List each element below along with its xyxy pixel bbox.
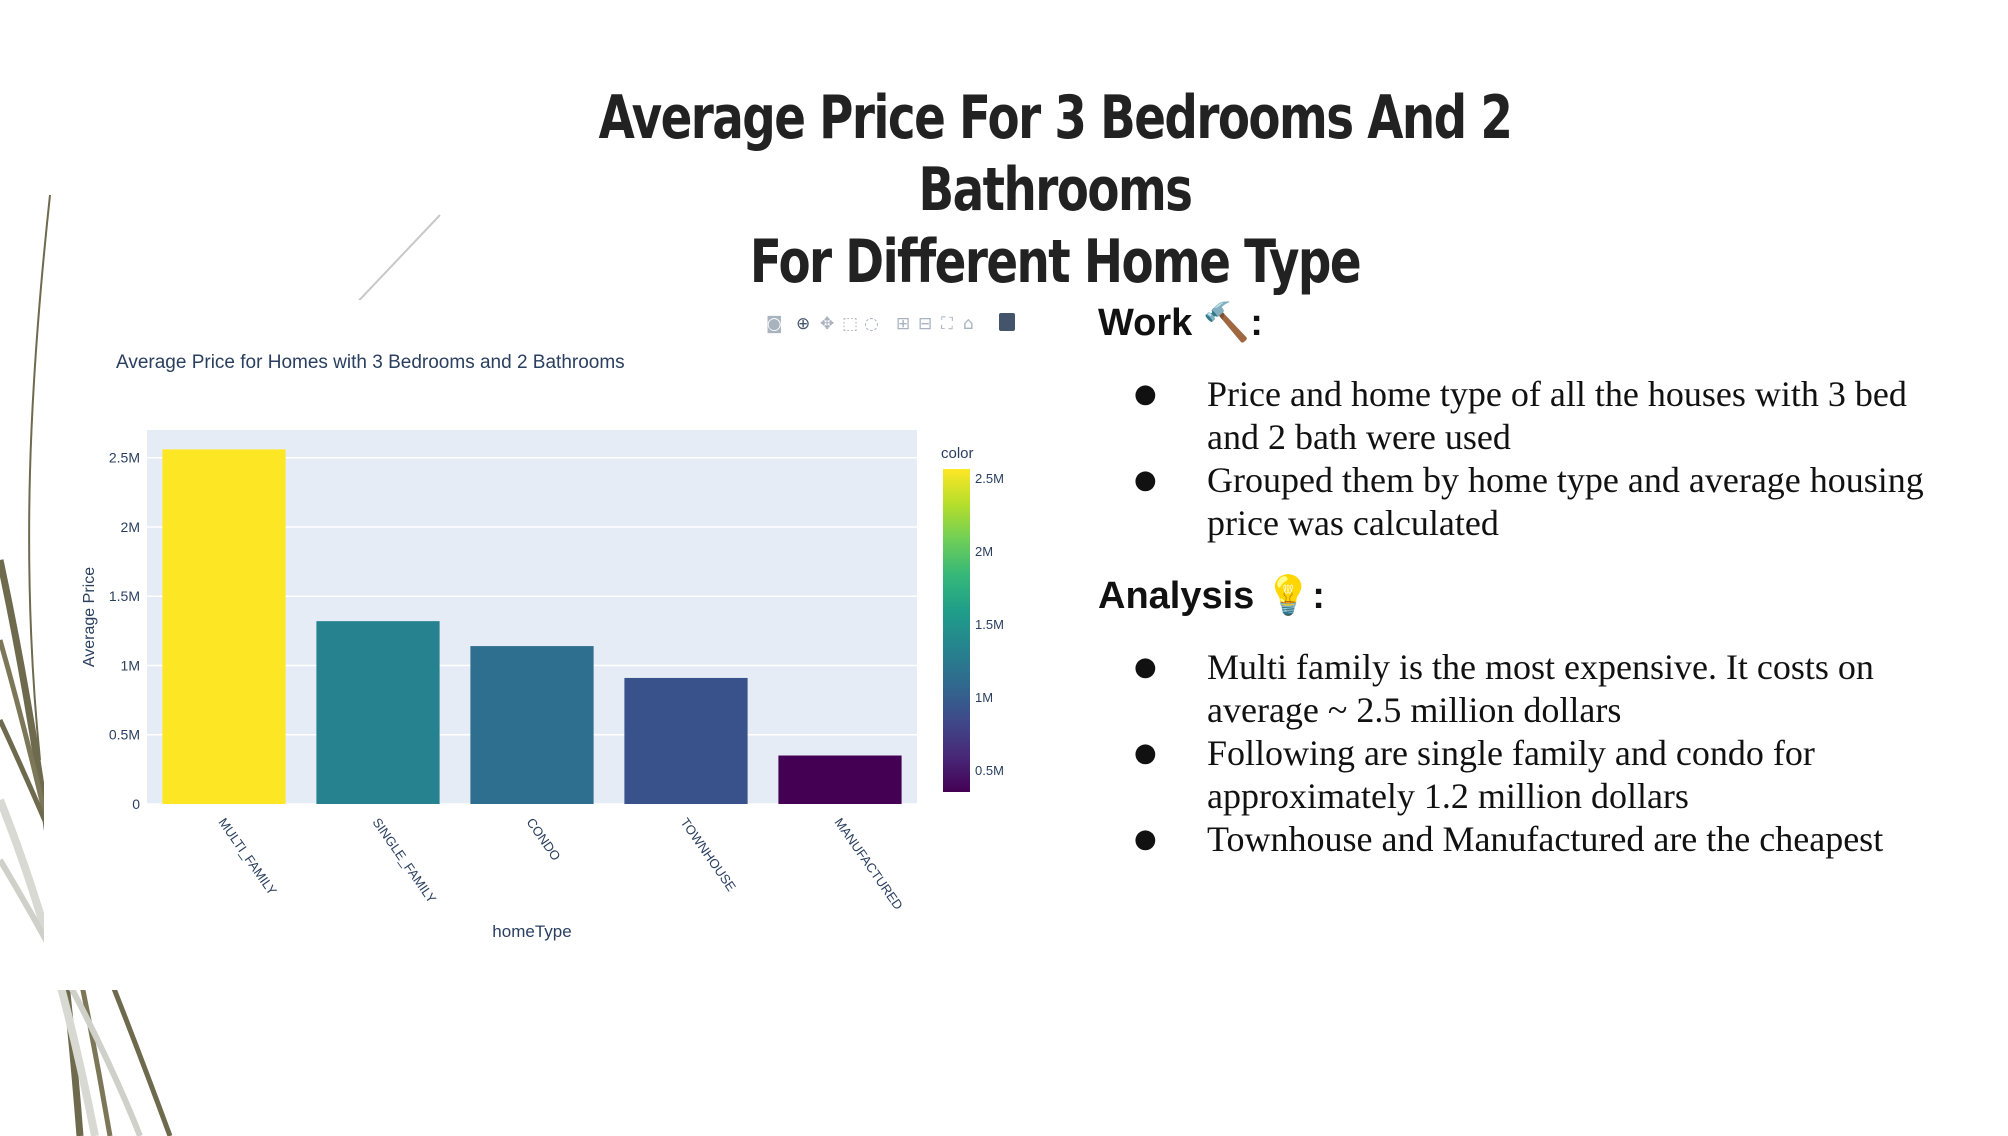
colorbar-tick-label: 2.5M [975, 471, 1004, 486]
work-bullet-list: ● Price and home type of all the houses w… [1098, 373, 1958, 545]
colorbar-title: color [941, 445, 974, 462]
notes-column: Work 🔨: ● Price and home type of all the … [1098, 300, 1958, 861]
analysis-bullet-list: ● Multi family is the most expensive. It … [1098, 646, 1958, 861]
bar-single-family[interactable] [316, 621, 440, 804]
analysis-bullet-1: Multi family is the most expensive. It c… [1207, 647, 1874, 730]
x-tick-label: CONDO [524, 815, 564, 863]
box-select-icon[interactable]: ⬚ [842, 314, 858, 334]
analysis-heading-text: Analysis [1098, 575, 1255, 617]
autoscale-icon[interactable]: ⛶ [941, 314, 953, 334]
work-heading: Work 🔨: [1098, 300, 1263, 344]
lasso-select-icon[interactable]: ◌ [864, 314, 879, 334]
hammer-icon: 🔨 [1202, 300, 1251, 344]
y-tick-label: 0 [132, 796, 140, 812]
bullet-icon: ● [1134, 652, 1157, 682]
y-tick-label: 0.5M [109, 727, 140, 743]
slide-title: Average Price For 3 Bedrooms And 2 Bathr… [529, 82, 1582, 298]
work-bullet-2: Grouped them by home type and average ho… [1207, 460, 1924, 543]
x-axis-label: homeType [492, 922, 571, 941]
colorbar-tick-label: 0.5M [975, 763, 1004, 778]
zoom-icon[interactable]: ⊕ [796, 314, 810, 334]
x-tick-label: MANUFACTURED [832, 815, 906, 912]
colorbar-tick-label: 1.5M [975, 617, 1004, 632]
work-bullet-1: Price and home type of all the houses wi… [1207, 374, 1907, 457]
slide-title-line-2: For Different Home Type [749, 227, 1362, 297]
bar-chart: ◙ ⊕ ✥ ⬚ ◌ ⊞ ⊟ ⛶ ⌂ Average Price for Home… [81, 313, 1015, 941]
y-tick-label: 1.5M [109, 588, 140, 604]
chart-panel: ◙ ⊕ ✥ ⬚ ◌ ⊞ ⊟ ⛶ ⌂ Average Price for Home… [44, 300, 1044, 990]
chart-toolbar: ◙ ⊕ ✥ ⬚ ◌ ⊞ ⊟ ⛶ ⌂ [766, 313, 1015, 334]
colorbar [943, 469, 970, 792]
analysis-bullet-3: Townhouse and Manufactured are the cheap… [1207, 819, 1884, 859]
plotly-logo-icon[interactable] [999, 313, 1015, 331]
reset-axes-icon[interactable]: ⌂ [963, 314, 974, 334]
x-tick-label: MULTI_FAMILY [216, 815, 280, 898]
y-tick-label: 2.5M [109, 450, 140, 466]
bar-condo[interactable] [470, 646, 594, 804]
chart-title: Average Price for Homes with 3 Bedrooms … [116, 352, 625, 373]
list-item: ● Multi family is the most expensive. It … [1098, 646, 1958, 732]
camera-icon[interactable]: ◙ [766, 314, 783, 334]
y-tick-label: 1M [121, 657, 140, 673]
bars [162, 449, 902, 804]
x-tick-label: TOWNHOUSE [678, 815, 740, 894]
colorbar-tick-labels: 0.5M 1M 1.5M 2M 2.5M [975, 471, 1004, 778]
zoom-in-icon[interactable]: ⊞ [896, 314, 910, 334]
y-axis-label: Average Price [81, 567, 98, 667]
analysis-heading: Analysis 💡: [1098, 573, 1325, 617]
work-heading-text: Work [1098, 302, 1193, 344]
list-item: ● Grouped them by home type and average h… [1098, 459, 1958, 545]
bullet-icon: ● [1134, 379, 1157, 409]
analysis-bullet-2: Following are single family and condo fo… [1207, 733, 1815, 816]
bullet-icon: ● [1134, 824, 1157, 854]
y-tick-labels: 0 0.5M 1M 1.5M 2M 2.5M [109, 450, 140, 812]
bullet-icon: ● [1134, 465, 1157, 495]
colorbar-tick-label: 1M [975, 690, 993, 705]
slide-title-line-1: Average Price For 3 Bedrooms And 2 Bathr… [598, 83, 1513, 225]
list-item: ● Price and home type of all the houses w… [1098, 373, 1958, 459]
lightbulb-icon: 💡 [1264, 573, 1313, 617]
colorbar-tick-label: 2M [975, 544, 993, 559]
list-item: ● Townhouse and Manufactured are the chea… [1098, 818, 1958, 861]
pan-icon[interactable]: ✥ [820, 314, 834, 334]
y-tick-label: 2M [121, 519, 140, 535]
x-tick-labels: MULTI_FAMILY SINGLE_FAMILY CONDO TOWNHOUSE M… [216, 815, 906, 912]
x-tick-label: SINGLE_FAMILY [370, 815, 440, 906]
zoom-out-icon[interactable]: ⊟ [918, 314, 932, 334]
list-item: ● Following are single family and condo f… [1098, 732, 1958, 818]
bar-multi-family[interactable] [162, 449, 286, 804]
bullet-icon: ● [1134, 738, 1157, 768]
bar-townhouse[interactable] [624, 677, 748, 804]
bar-manufactured[interactable] [778, 755, 902, 804]
